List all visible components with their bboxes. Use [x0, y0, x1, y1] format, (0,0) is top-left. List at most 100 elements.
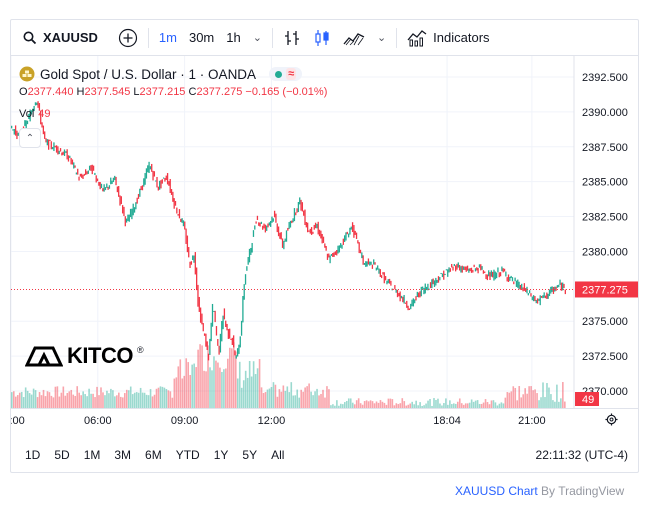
price-candle	[534, 296, 536, 302]
volume-bar	[361, 404, 364, 408]
volume-bar	[278, 389, 281, 408]
price-candle	[288, 222, 290, 229]
price-candle	[411, 299, 413, 307]
volume-bar	[427, 400, 429, 408]
price-candle	[244, 274, 247, 285]
volume-bar	[532, 390, 534, 408]
price-candle	[544, 295, 547, 299]
price-candle	[440, 272, 442, 274]
volume-bar	[197, 349, 199, 408]
volume-bar	[542, 382, 544, 408]
clock-timezone[interactable]: 22:11:32 (UTC-4)	[535, 448, 628, 462]
volume-bar	[347, 398, 350, 408]
area-button[interactable]	[337, 20, 371, 55]
price-candle	[304, 209, 306, 226]
volume-bar	[316, 388, 318, 408]
volume-bar	[482, 402, 485, 408]
price-candle	[242, 296, 244, 323]
volume-bar	[486, 402, 489, 408]
volume-bar	[437, 398, 439, 408]
price-candle	[388, 278, 391, 284]
volume-bar	[123, 393, 126, 408]
tradingview-credit[interactable]: XAUUSD Chart By TradingView	[455, 484, 625, 498]
range-5d[interactable]: 5D	[54, 448, 70, 462]
timeframe-1m[interactable]: 1m	[158, 30, 177, 45]
range-1m[interactable]: 1M	[83, 448, 101, 462]
volume-bar	[185, 358, 188, 408]
price-candle	[334, 251, 337, 255]
timeframe-1h[interactable]: 1h	[226, 30, 241, 45]
x-tick-label: 06:00	[84, 415, 112, 427]
volume-bar	[336, 400, 338, 408]
indicators-button[interactable]: Indicators	[401, 20, 495, 55]
price-candle	[229, 328, 231, 339]
price-candle	[424, 283, 426, 294]
price-candle	[144, 173, 146, 185]
range-all[interactable]: All	[271, 448, 285, 462]
price-candle	[17, 132, 19, 136]
price-candle	[526, 286, 528, 294]
price-candle	[314, 222, 317, 229]
volume-bar	[54, 386, 57, 408]
volume-bar	[530, 386, 532, 408]
range-3m[interactable]: 3M	[114, 448, 132, 462]
timeframe-30m[interactable]: 30m	[188, 30, 215, 45]
volume-bar	[423, 405, 425, 408]
collapse-legend-button[interactable]: ⌃	[19, 128, 41, 148]
bar-type-button[interactable]	[277, 20, 307, 55]
price-candle	[28, 113, 30, 119]
volume-bar	[88, 388, 90, 408]
price-candle	[54, 145, 56, 148]
volume-bar	[30, 394, 33, 408]
price-candle	[382, 272, 384, 275]
symbol-search[interactable]: XAUUSD	[11, 20, 112, 55]
volume-bar	[209, 367, 211, 408]
price-candle	[386, 280, 388, 285]
volume-bar	[36, 397, 39, 408]
market-status-pill[interactable]: ≈	[269, 67, 303, 81]
price-candle	[263, 223, 265, 229]
price-candle	[169, 178, 171, 194]
price-candle	[292, 218, 294, 223]
price-candle	[247, 256, 249, 265]
volume-bar	[199, 344, 201, 408]
time-axis[interactable]: 03:00 06:00 09:00 12:00 18:04 21:00	[11, 408, 638, 430]
price-candle	[62, 151, 64, 155]
compare-button[interactable]	[112, 20, 144, 55]
volume-bar	[484, 399, 487, 408]
range-ytd[interactable]: YTD	[175, 448, 200, 462]
price-candle	[439, 277, 441, 281]
range-6m[interactable]: 6M	[145, 448, 162, 462]
volume-bar	[213, 356, 215, 408]
price-candle	[366, 261, 368, 267]
price-candle	[227, 329, 230, 339]
scale-settings-button[interactable]	[601, 409, 621, 429]
volume-bar	[447, 404, 449, 408]
volume-bar	[395, 403, 398, 408]
price-candle	[119, 195, 121, 206]
price-candle	[333, 252, 335, 257]
price-candle	[392, 288, 395, 290]
price-candle	[38, 103, 41, 111]
range-1d[interactable]: 1D	[25, 448, 41, 462]
volume-bar	[256, 368, 259, 408]
range-1y[interactable]: 1Y	[213, 448, 229, 462]
volume-bar	[548, 387, 550, 408]
price-candle	[270, 220, 272, 227]
volume-bar	[449, 400, 451, 408]
candles-button[interactable]	[307, 20, 337, 55]
volume-bar	[141, 392, 144, 408]
range-5y[interactable]: 5Y	[242, 448, 258, 462]
volume-bar	[540, 397, 542, 408]
price-candle	[379, 269, 381, 278]
price-candle	[458, 264, 461, 271]
volume-bar	[268, 388, 271, 408]
price-candle	[203, 333, 206, 336]
price-candle	[466, 265, 469, 271]
price-candle	[32, 108, 34, 113]
chevron-down-icon[interactable]: ⌄	[252, 32, 262, 44]
volume-bar	[494, 402, 497, 408]
price-candle	[284, 238, 286, 242]
volume-bar	[205, 371, 207, 408]
chevron-down-icon[interactable]: ⌄	[376, 32, 387, 44]
